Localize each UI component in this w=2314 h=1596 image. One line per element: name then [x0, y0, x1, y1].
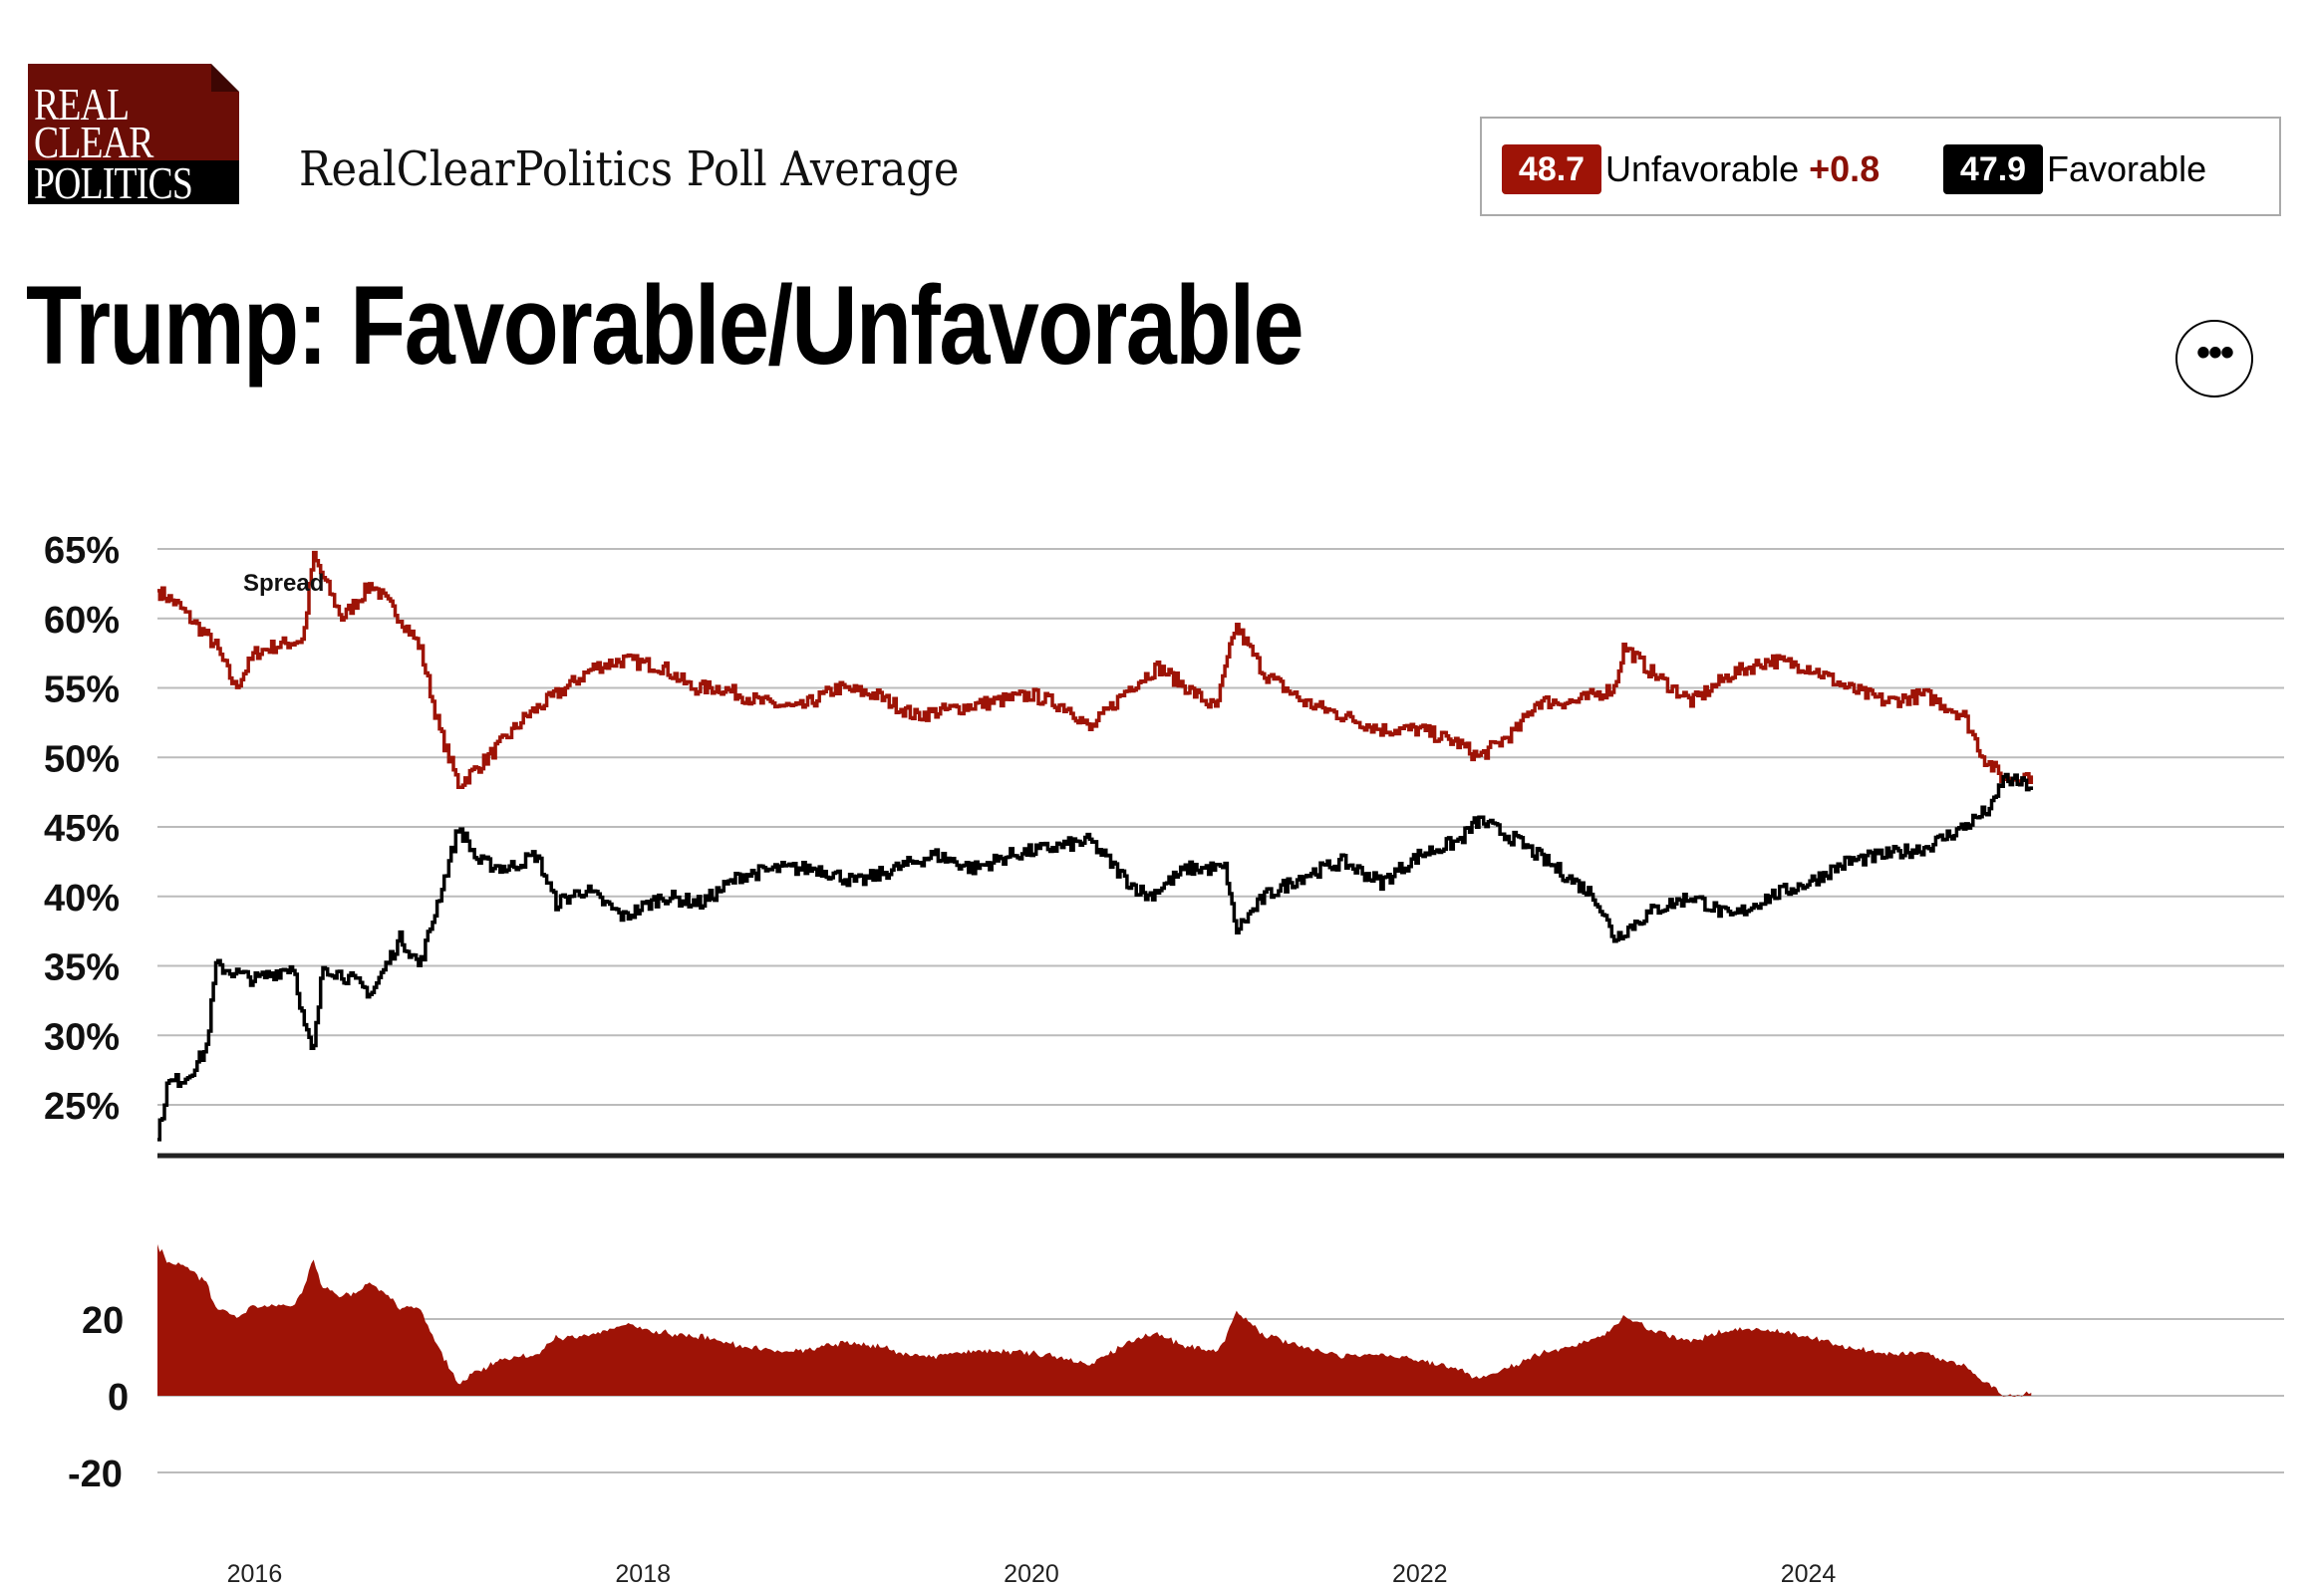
y-tick-label: 25% — [44, 1086, 120, 1128]
x-tick-label: 2022 — [1392, 1560, 1448, 1588]
series-line-unfavorable — [157, 550, 2034, 790]
logo-fold — [211, 64, 239, 92]
x-tick-label: 2016 — [227, 1560, 283, 1588]
page-title: Trump: Favorable/Unfavorable — [26, 263, 1304, 388]
favorable-value-badge: 47.9 — [1943, 144, 2043, 194]
more-options-button[interactable]: ••• — [2175, 320, 2253, 398]
unfavorable-label: Unfavorable +0.8 — [1605, 144, 1880, 194]
logo-line-politics: POLITICS — [34, 157, 193, 208]
y-tick-label: 45% — [44, 808, 120, 850]
unfavorable-value-badge: 48.7 — [1502, 144, 1601, 194]
x-tick-label: 2024 — [1781, 1560, 1837, 1588]
spread-annotation: Spread — [243, 570, 324, 597]
logo-black-band — [28, 160, 239, 204]
y-tick-label: 60% — [44, 600, 120, 642]
x-tick-label: 2020 — [1004, 1560, 1059, 1588]
y-tick-label: 50% — [44, 738, 120, 780]
spread-area — [157, 1243, 2032, 1397]
rcp-logo[interactable]: REAL CLEAR POLITICS — [28, 64, 239, 208]
spread-value: +0.8 — [1809, 148, 1880, 189]
spread-y-tick-label: 0 — [108, 1377, 129, 1419]
unfavorable-label-text: Unfavorable — [1605, 148, 1800, 189]
y-tick-label: 65% — [44, 530, 120, 572]
logo-line-real: REAL — [34, 79, 130, 130]
legend-box: 48.7 Unfavorable +0.8 47.9 Favorable — [1480, 117, 2281, 216]
y-tick-label: 40% — [44, 878, 120, 920]
y-tick-label: 55% — [44, 669, 120, 711]
x-tick-label: 2018 — [615, 1560, 671, 1588]
spread-y-tick-label: 20 — [82, 1300, 124, 1342]
subtitle: RealClearPolitics Poll Average — [299, 141, 960, 197]
favorable-label: Favorable — [2047, 148, 2207, 189]
y-tick-label: 30% — [44, 1016, 120, 1058]
series-line-favorable — [157, 772, 2034, 1142]
spread-y-tick-label: -20 — [68, 1454, 123, 1495]
y-tick-label: 35% — [44, 947, 120, 989]
logo-line-clear: CLEAR — [34, 117, 153, 167]
ellipsis-icon: ••• — [2195, 331, 2234, 375]
